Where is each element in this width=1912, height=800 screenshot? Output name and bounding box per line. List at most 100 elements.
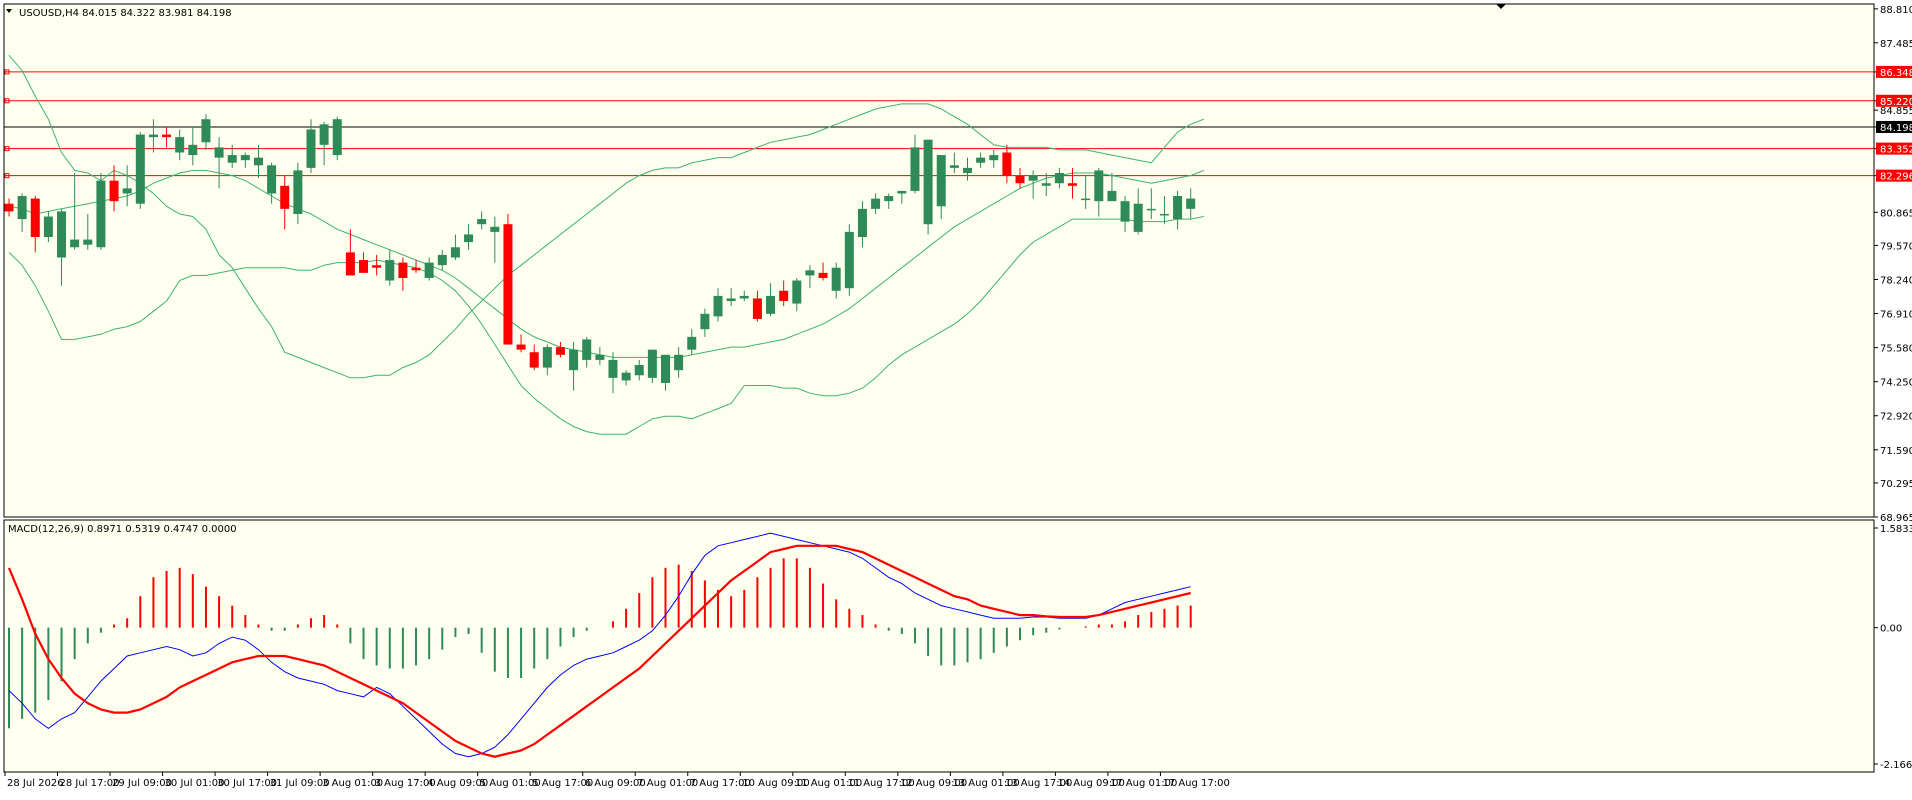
price-tick-label: 85.220	[1880, 97, 1912, 108]
price-tick-label: 88.810	[1880, 5, 1912, 16]
time-tick-label: 3 Aug 01:00	[322, 778, 383, 789]
bullish-candle	[647, 349, 657, 378]
time-tick-label: 5 Aug 17:00	[532, 778, 593, 789]
bollinger-lower-line	[8, 216, 1204, 435]
bollinger-middle-line	[8, 169, 1204, 358]
time-tick-label: 7 Aug 01:00	[637, 778, 698, 789]
bearish-candle	[398, 262, 408, 278]
bearish-candle	[1068, 183, 1078, 186]
bullish-candle	[634, 365, 644, 376]
bullish-candle	[923, 139, 933, 225]
time-tick-label: 17 Aug 17:00	[1162, 778, 1229, 789]
macd-panel-frame	[3, 519, 1875, 773]
price-panel-frame	[3, 3, 1875, 518]
bullish-candle	[490, 226, 500, 232]
bullish-candle	[70, 239, 80, 248]
time-tick-label: 30 Jul 17:00	[217, 778, 277, 789]
macd-panel[interactable]: 1.5833 0.00 -2.1664 MACD(12,26,9) 0.8971 0…	[3, 519, 1912, 773]
bullish-candle	[910, 147, 920, 191]
bullish-candle	[1133, 203, 1143, 232]
bullish-candle	[83, 239, 93, 245]
bullish-candle	[17, 196, 27, 220]
macd-axis: 1.5833 0.00 -2.1664	[1874, 524, 1912, 771]
bullish-candle	[214, 147, 224, 158]
bullish-candle	[857, 208, 867, 238]
price-tick-label: 87.485	[1880, 39, 1912, 50]
time-tick-label: 12 Aug 09:00	[900, 778, 967, 789]
macd-line	[8, 532, 1191, 758]
bullish-candle	[424, 262, 434, 278]
price-label-badge	[1876, 65, 1912, 78]
candlesticks	[4, 114, 1196, 394]
bullish-candle	[700, 313, 710, 330]
price-tick-label: 80.865	[1880, 208, 1912, 219]
time-tick-label: 5 Aug 01:00	[480, 778, 541, 789]
bearish-candle	[516, 344, 526, 350]
bullish-candle	[477, 219, 487, 225]
level-marker	[4, 173, 10, 179]
bullish-candle	[122, 188, 132, 194]
bearish-candle	[529, 352, 539, 368]
bullish-candle	[43, 216, 53, 238]
bullish-candle	[608, 359, 618, 378]
time-tick-label: 11 Aug 17:00	[847, 778, 914, 789]
bearish-candle	[345, 252, 355, 276]
time-tick-label: 6 Aug 09:00	[585, 778, 646, 789]
bullish-candle	[267, 165, 277, 194]
time-tick-label: 17 Aug 01:00	[1110, 778, 1177, 789]
bullish-candle	[1107, 190, 1117, 202]
price-tick-label: 68.965	[1880, 513, 1912, 524]
bullish-candle	[766, 295, 776, 314]
bearish-candle	[372, 265, 382, 268]
bearish-candle	[818, 272, 828, 278]
bearish-candle	[30, 198, 40, 238]
bearish-candle	[109, 180, 119, 202]
bullish-candle	[569, 349, 579, 371]
price-label-badge	[1876, 94, 1912, 107]
bearish-candle	[4, 203, 14, 212]
time-tick-label: 13 Aug 17:00	[1005, 778, 1072, 789]
bullish-candle	[674, 354, 684, 371]
bullish-candle	[871, 198, 881, 209]
bullish-candle	[976, 157, 986, 163]
symbol-info: USOUSD,H4 84.015 84.322 83.981 84.198	[19, 8, 232, 19]
bullish-candle	[962, 167, 972, 173]
price-label-badge	[1876, 169, 1912, 182]
bullish-candle	[1094, 170, 1104, 202]
bullish-candle	[201, 119, 211, 143]
bullish-candle	[739, 295, 749, 299]
triangle-down-icon[interactable]	[6, 9, 12, 13]
bullish-candle	[240, 155, 250, 161]
bullish-candle	[464, 234, 474, 243]
bearish-candle	[359, 260, 369, 273]
bullish-candle	[805, 270, 815, 276]
bullish-candle	[1120, 201, 1130, 222]
bullish-candle	[831, 267, 841, 291]
price-tick-label: 83.352	[1880, 145, 1912, 156]
bullish-candle	[188, 144, 198, 156]
price-label-badge	[1876, 142, 1912, 155]
bullish-candle	[437, 254, 447, 266]
time-tick-label: 4 Aug 09:00	[427, 778, 488, 789]
level-marker	[4, 146, 10, 152]
bullish-candle	[542, 347, 552, 368]
bollinger-upper-line	[8, 54, 1204, 379]
bullish-candle	[1054, 172, 1064, 184]
bullish-candle	[450, 247, 460, 258]
bearish-candle	[779, 290, 789, 302]
bullish-candle	[1186, 198, 1196, 209]
bullish-candle	[332, 119, 342, 156]
bullish-candle	[227, 155, 237, 163]
bullish-candle	[582, 339, 592, 360]
bullish-candle	[884, 196, 894, 202]
bearish-candle	[555, 347, 565, 355]
bullish-candle	[1041, 183, 1051, 186]
bearish-candle	[1015, 175, 1025, 184]
triangle-down-icon[interactable]	[1496, 4, 1506, 9]
price-tick-label: 76.910	[1880, 310, 1912, 321]
